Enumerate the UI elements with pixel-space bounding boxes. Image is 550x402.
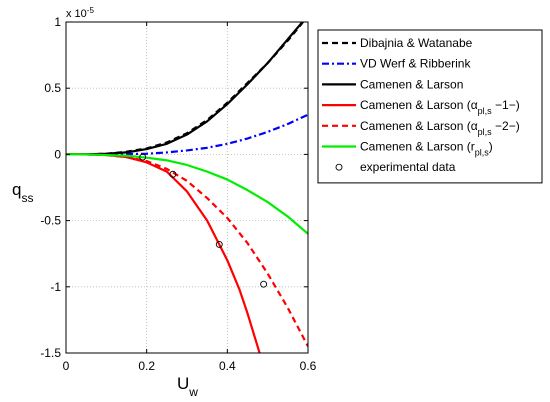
legend-label-2: Camenen & Larson	[360, 77, 463, 91]
legend-label-main: Camenen & Larson (α	[360, 98, 478, 112]
y-axis-label-sub: ss	[21, 191, 33, 205]
legend-label-tail: −1−)	[492, 98, 520, 112]
legend-label-sub: pl,s	[478, 127, 493, 137]
legend-label-6: experimental data	[360, 160, 456, 174]
x-tick-label: 0.4	[219, 359, 236, 373]
legend-label-1: VD Werf & Ribberink	[360, 57, 471, 71]
legend-label-3: Camenen & Larson (αpl,s −1−)	[360, 98, 520, 116]
series-line-5	[66, 153, 308, 235]
legend-label-5: Camenen & Larson (rpl,s)	[360, 140, 493, 158]
legend-label-4: Camenen & Larson (αpl,s −2−)	[360, 119, 520, 137]
y-tick-label: -0.5	[40, 214, 61, 228]
x-tick-label: 0.2	[138, 359, 155, 373]
y-tick-label: 1	[54, 15, 61, 29]
legend-label-sub: pl,s	[478, 106, 493, 116]
legend-label-main: experimental data	[360, 160, 456, 174]
series-layer	[66, 22, 308, 353]
x-axis-label-main: U	[177, 374, 189, 393]
series-line-2	[66, 22, 304, 156]
y-exponent-power: -5	[87, 6, 95, 15]
ticks-layer: 0 0.2 0.4 0.6 -1.5 -1 -0.5 0 0.5 1	[40, 15, 316, 373]
legend-label-main: Dibajnia & Watanabe	[360, 36, 473, 50]
grid-layer	[66, 22, 308, 353]
legend-label-tail: −2−)	[492, 119, 520, 133]
legend-label-main: Camenen & Larson (r	[360, 140, 475, 154]
legend-label-main: VD Werf & Ribberink	[360, 57, 471, 71]
x-tick-label: 0.6	[300, 359, 317, 373]
y-exponent-prefix: x 10	[66, 8, 87, 20]
series-clip-group	[66, 22, 308, 353]
legend-label-tail: )	[489, 140, 493, 154]
legend-label-sub: pl,s	[475, 148, 490, 158]
series-line-1	[66, 113, 308, 156]
experimental-data-point	[139, 153, 147, 161]
y-tick-label: -1.5	[40, 346, 61, 360]
legend: Dibajnia & Watanabe VD Werf & Ribberink Ca…	[317, 29, 543, 184]
x-axis-label: Uw	[177, 374, 198, 399]
experimental-data-point	[169, 170, 177, 178]
legend-marker-experimental	[335, 163, 343, 171]
x-axis-label-sub: w	[188, 385, 198, 399]
axes-frame	[65, 21, 309, 354]
experimental-data-point	[215, 240, 223, 248]
legend-label-main: Camenen & Larson (α	[360, 119, 478, 133]
experimental-data-point	[260, 280, 268, 288]
legend-label-main: Camenen & Larson	[360, 77, 463, 91]
y-axis-label: qss	[12, 180, 33, 205]
legend-box	[317, 29, 543, 184]
legend-label-0: Dibajnia & Watanabe	[360, 36, 473, 50]
y-axis-label-main: q	[12, 180, 21, 199]
y-exponent-label: x 10-5	[66, 6, 94, 21]
x-tick-label: 0	[63, 359, 70, 373]
y-tick-label: 0	[54, 147, 61, 161]
y-tick-label: -1	[50, 280, 61, 294]
y-tick-label: 0.5	[44, 81, 61, 95]
